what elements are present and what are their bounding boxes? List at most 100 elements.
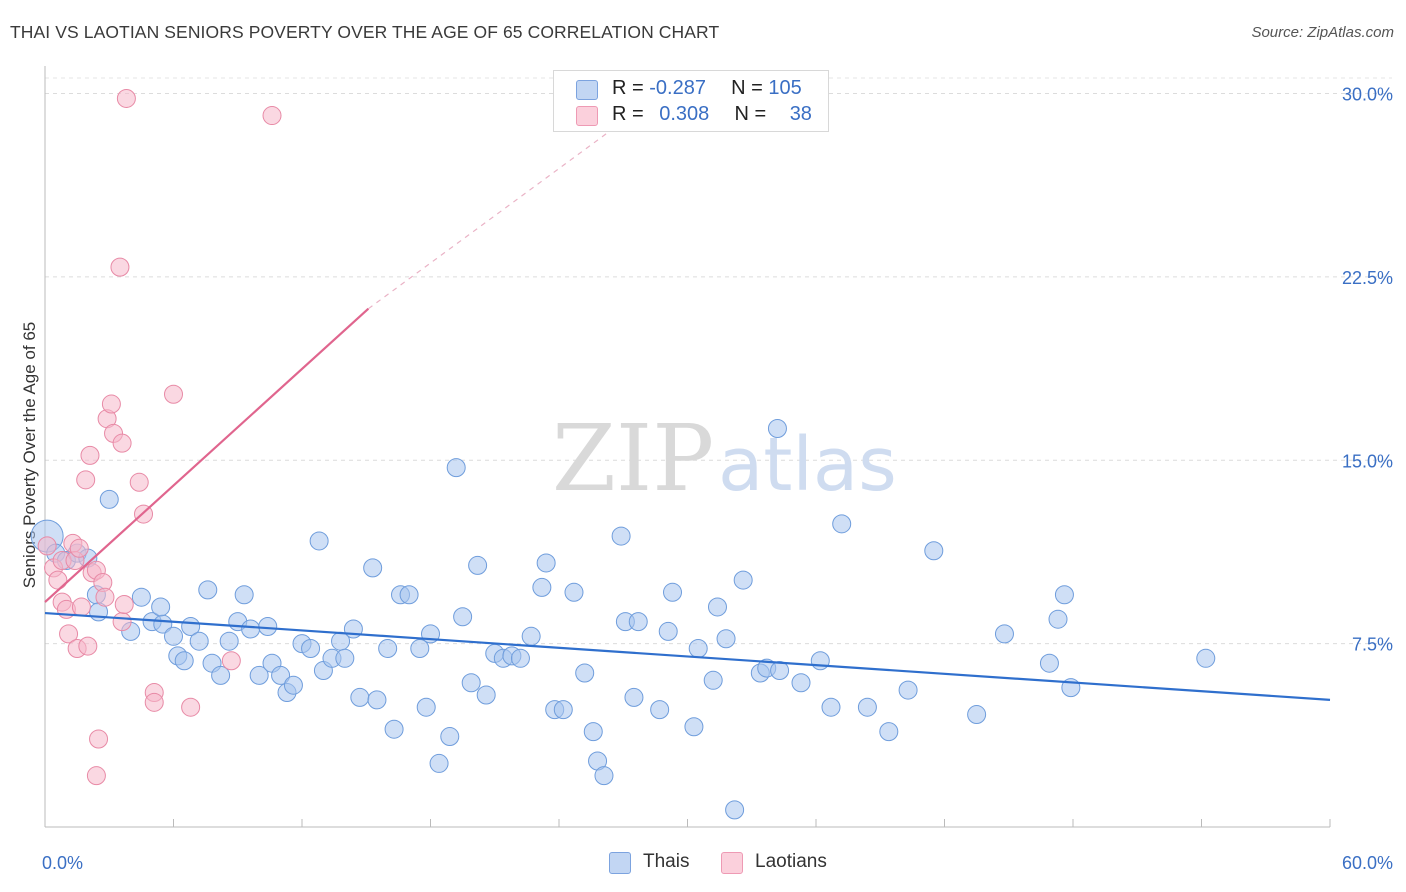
thais-point [309,531,329,551]
laotians-point [80,445,100,465]
thais-point [707,597,727,617]
y-tick-label: 15.0% [1342,451,1393,471]
r-value-laotians: 0.308 [659,103,710,125]
laotians-point [89,729,109,749]
n-label: N = [734,103,767,125]
thais-point [440,727,460,747]
thais-point [510,648,530,668]
tick-labels: 7.5% 15.0% 22.5% 30.0% 0.0% 60.0% [42,85,1393,873]
r-label: R = [612,103,644,125]
thais-point [791,673,811,693]
laotians-point [86,766,106,786]
laotians-point [101,394,121,414]
thais-point [399,585,419,605]
thais-point [564,582,584,602]
laotians-point [110,257,130,277]
laotians-point [37,536,57,556]
thais-legend-swatch [609,852,631,874]
laotians-legend-swatch [721,852,743,874]
laotians-point [112,612,132,632]
thais-point [832,514,852,534]
n-value-laotians: 38 [789,103,812,125]
thais-point [994,624,1014,644]
laotians-point [114,595,134,615]
thais-point [924,541,944,561]
thais-point [249,665,269,685]
thais-point [594,766,614,786]
thais-point [821,697,841,717]
n-label: N = [731,77,763,99]
thais-point [770,661,790,681]
thais-point [650,700,670,720]
thais-point [189,631,209,651]
laotians-point [78,636,98,656]
thais-point [453,607,473,627]
thais-point [733,570,753,590]
thais-point [301,639,321,659]
laotians-point [181,697,201,717]
thais-point [350,687,370,707]
thais-point [429,753,449,773]
thais-point [211,665,231,685]
laotians-point [71,597,91,617]
thais-point [1039,653,1059,673]
thais-point [1048,609,1068,629]
thais-point [521,626,541,646]
laotians-legend-label: Laotians [755,851,827,872]
thais-point [461,673,481,693]
thais-point [283,675,303,695]
watermark-atlas: atlas [718,422,897,508]
x-tick-label: 0.0% [42,853,83,873]
thais-point [241,619,261,639]
thais-point [1196,648,1216,668]
watermark: ZIP atlas [552,405,897,512]
y-tick-label: 30.0% [1342,85,1393,105]
thais-point [335,648,355,668]
thais-point [628,612,648,632]
thais-point [624,687,644,707]
thais-point [446,458,466,478]
laotians-point [144,692,164,712]
thais-point [879,722,899,742]
laotians-point [221,651,241,671]
thais-point [151,597,171,617]
thais-point [725,800,745,820]
chart-title: THAI VS LAOTIAN SENIORS POVERTY OVER THE… [10,22,720,42]
thais-point [198,580,218,600]
thais-point [384,719,404,739]
y-tick-label: 7.5% [1352,635,1393,655]
laotians-trend-line [44,307,370,603]
thais-point [271,665,291,685]
thais-point [1054,585,1074,605]
thais-point [476,685,496,705]
thais-point [663,582,683,602]
thais-point [99,489,119,509]
thais-legend-label: Thais [643,851,690,872]
thais-trend-line [44,611,1331,701]
thais-point [174,651,194,671]
laotians-point [262,106,282,126]
laotians-point [112,433,132,453]
thais-point [219,631,239,651]
thais-point [810,651,830,671]
laotians-point [95,587,115,607]
thais-point [164,626,183,646]
laotians-point [164,384,183,404]
n-value-thais: 105 [768,77,802,99]
axes [44,66,1331,828]
laotians-point [129,472,149,492]
thais-point [583,722,603,742]
thais-swatch [576,80,598,100]
thais-point [410,639,430,659]
thais-point [575,663,595,683]
laotians-points [37,88,282,786]
r-value-thais: -0.287 [649,77,706,99]
laotians-point [69,538,89,558]
thais-point [553,700,573,720]
laotians-point [48,570,68,590]
thais-point [468,555,488,575]
thais-point [767,418,787,438]
thais-point [131,587,151,607]
thais-point [857,697,877,717]
